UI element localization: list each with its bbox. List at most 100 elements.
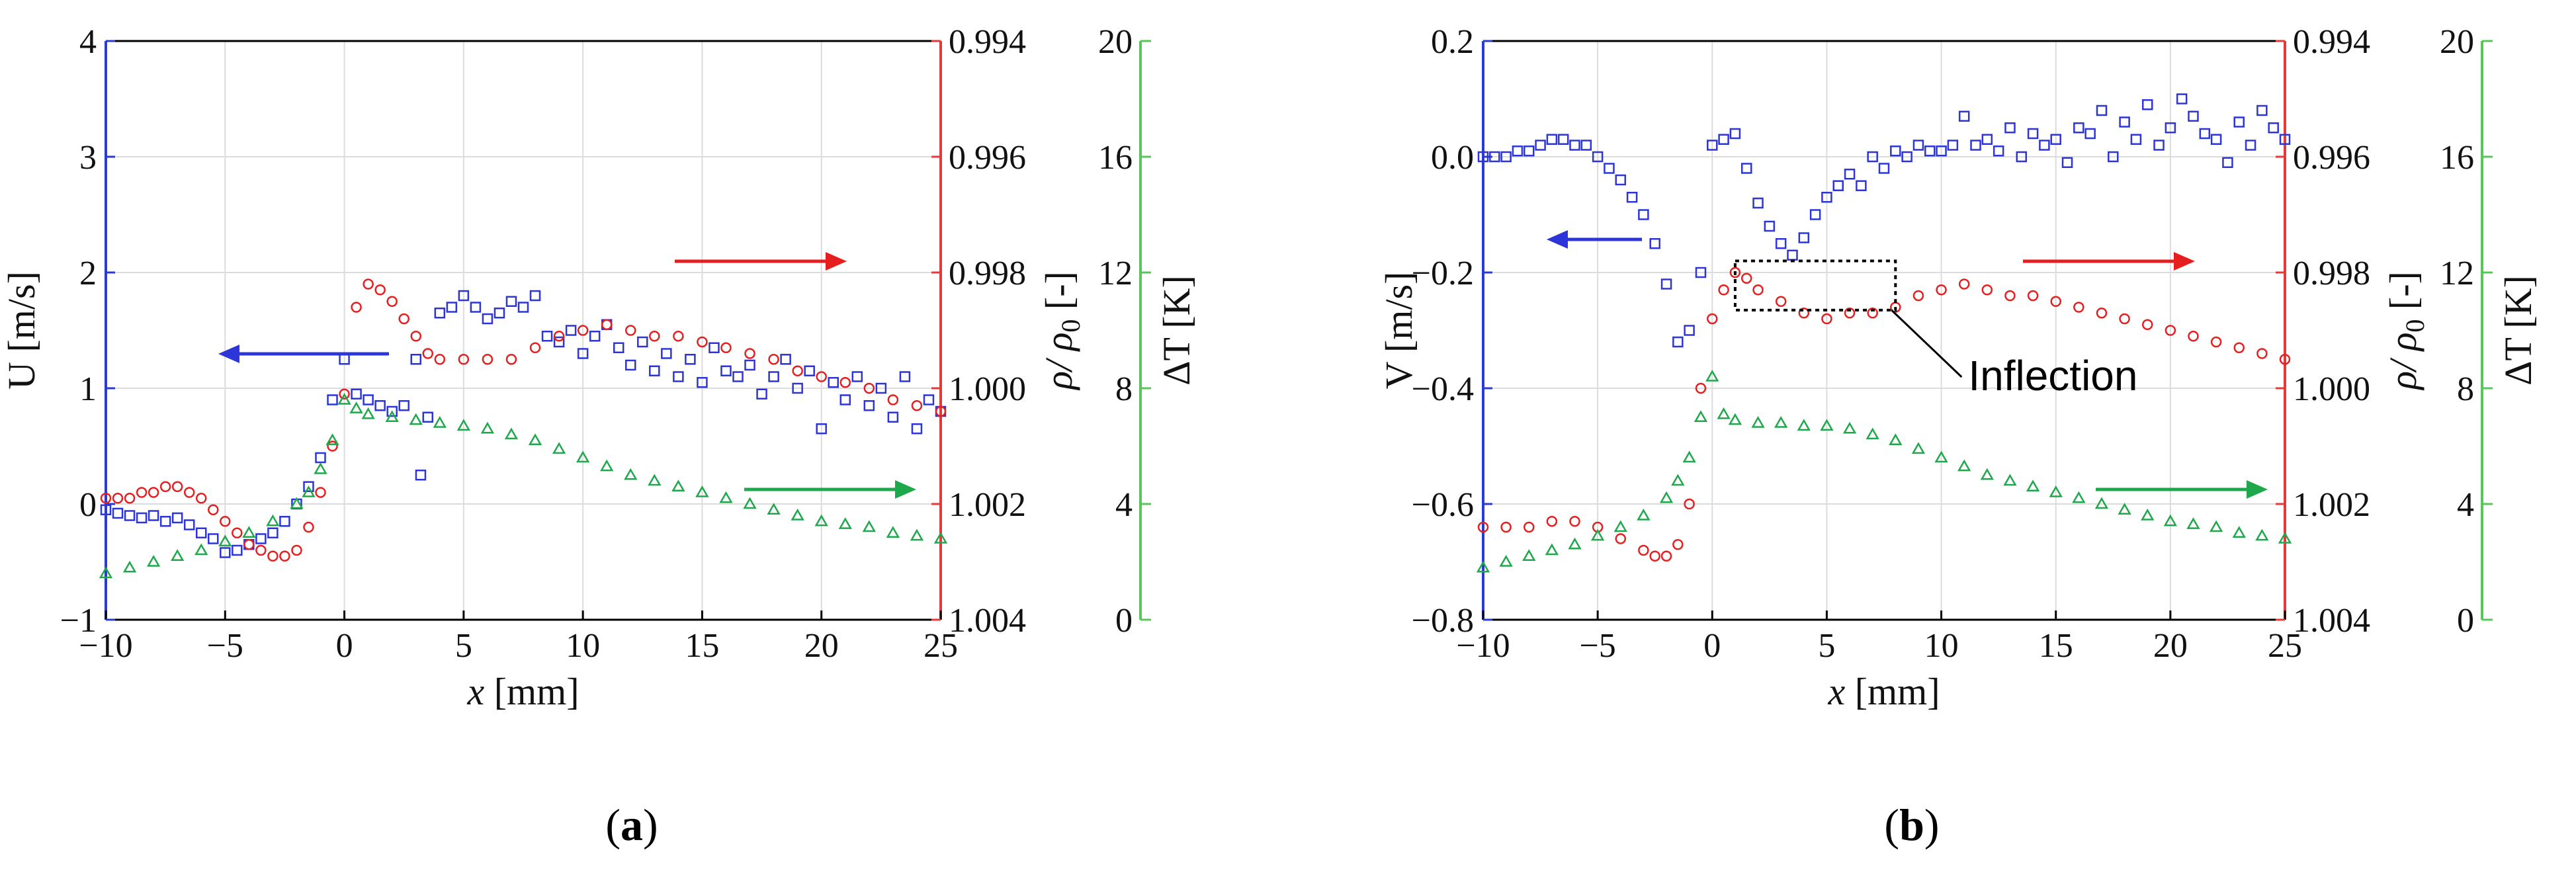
density-label-sub: 0 xyxy=(2400,319,2430,333)
data-point xyxy=(1545,543,1559,556)
density-tick-label: 1.004 xyxy=(2293,602,2370,640)
density-axis-label: ρ/ ρ0 [-] xyxy=(2382,271,2430,391)
x-tick-label: −5 xyxy=(207,627,243,665)
data-point xyxy=(434,308,446,319)
data-point xyxy=(314,462,327,474)
data-point xyxy=(1798,232,1810,243)
temp-tick-label: 12 xyxy=(1098,255,1133,292)
data-point xyxy=(1878,163,1890,174)
x-tick-label: 25 xyxy=(2268,627,2302,665)
panel-b: −10 −5 0 5 10 15 20 25 −0.8 −0.6 −0.4 −0.2 0.0 0.2 0.9… xyxy=(1377,23,2540,850)
x-axis-label-unit: [mm] xyxy=(1845,670,1940,713)
data-point xyxy=(1856,180,1867,191)
data-point xyxy=(494,308,505,319)
data-point xyxy=(1842,421,1857,434)
data-point xyxy=(1684,325,1695,336)
data-point xyxy=(1638,544,1649,556)
data-point xyxy=(625,325,636,336)
data-point xyxy=(386,405,398,417)
data-point xyxy=(1775,238,1787,249)
data-point xyxy=(148,510,159,521)
data-point xyxy=(480,421,495,434)
data-point xyxy=(935,405,947,417)
data-point xyxy=(266,514,280,526)
data-point xyxy=(613,342,624,353)
data-point xyxy=(886,526,900,538)
data-point xyxy=(2268,122,2279,134)
arrow-head xyxy=(895,480,916,499)
data-point xyxy=(124,493,136,504)
data-point xyxy=(1867,308,1878,319)
density-tick-label: 0.994 xyxy=(949,23,1026,61)
left-tick-label: 4 xyxy=(79,23,97,61)
data-point xyxy=(863,400,875,411)
data-point xyxy=(1844,169,1856,180)
data-point xyxy=(2118,503,2131,515)
direction-arrow-right xyxy=(744,480,916,499)
series-circle xyxy=(100,278,947,562)
data-point xyxy=(1993,146,2004,157)
data-point xyxy=(887,411,899,423)
density-label-tail: [-] xyxy=(2382,271,2425,319)
series-square xyxy=(100,290,947,558)
data-point xyxy=(1684,498,1695,510)
data-point xyxy=(136,512,148,524)
left-tick-label: −0.4 xyxy=(1412,370,1474,408)
data-point xyxy=(1958,278,1970,290)
data-point xyxy=(577,348,589,359)
left-tick-label: 0 xyxy=(79,486,97,524)
data-point xyxy=(685,354,696,365)
data-point xyxy=(386,296,398,307)
inflection-leader-line xyxy=(1891,309,1963,378)
inflection-box xyxy=(1733,259,1897,312)
data-point xyxy=(743,497,757,509)
data-point xyxy=(2003,474,2017,486)
data-point xyxy=(136,487,148,498)
data-point xyxy=(720,342,732,353)
data-point xyxy=(2176,93,2188,105)
data-point xyxy=(1682,450,1696,463)
data-point xyxy=(780,354,791,365)
data-point xyxy=(1934,450,1948,463)
data-point xyxy=(2004,290,2016,302)
data-point xyxy=(1936,146,1947,157)
data-point xyxy=(232,544,243,556)
arrow-head xyxy=(2174,252,2195,271)
data-point xyxy=(124,510,136,521)
data-point xyxy=(863,382,875,394)
data-point xyxy=(2255,528,2269,541)
data-point xyxy=(1924,146,1936,157)
data-point xyxy=(1580,140,1592,151)
data-point xyxy=(792,365,803,376)
left-tick-label: −0.8 xyxy=(1412,602,1474,640)
temp-tick-label: 0 xyxy=(1115,602,1133,640)
data-point xyxy=(624,468,638,480)
data-point xyxy=(541,331,553,342)
left-tick-label: −0.6 xyxy=(1412,486,1474,524)
data-point xyxy=(1568,537,1582,550)
data-point xyxy=(398,400,409,411)
density-label-main: ρ/ ρ xyxy=(1037,333,1080,391)
data-point xyxy=(910,528,924,541)
data-point xyxy=(1844,308,1856,319)
data-point xyxy=(456,419,471,431)
data-point xyxy=(148,487,159,498)
data-point xyxy=(433,415,447,428)
data-point xyxy=(1524,146,1535,157)
left-tick-label: 2 xyxy=(79,255,97,292)
temp-tick-label: 12 xyxy=(2440,255,2474,292)
data-point xyxy=(1832,180,1844,191)
data-point xyxy=(1867,151,1878,163)
data-point xyxy=(695,485,709,497)
data-point xyxy=(1660,278,1672,290)
data-point xyxy=(171,549,185,561)
x-tick-label: 5 xyxy=(1818,627,1835,665)
data-point xyxy=(1500,151,1512,163)
left-tick-label: 0.0 xyxy=(1431,139,1474,177)
data-point xyxy=(243,539,255,550)
data-point xyxy=(1958,110,1970,122)
temp-tick-label: 8 xyxy=(2457,370,2474,408)
data-point xyxy=(385,410,399,422)
data-point xyxy=(1718,284,1729,296)
